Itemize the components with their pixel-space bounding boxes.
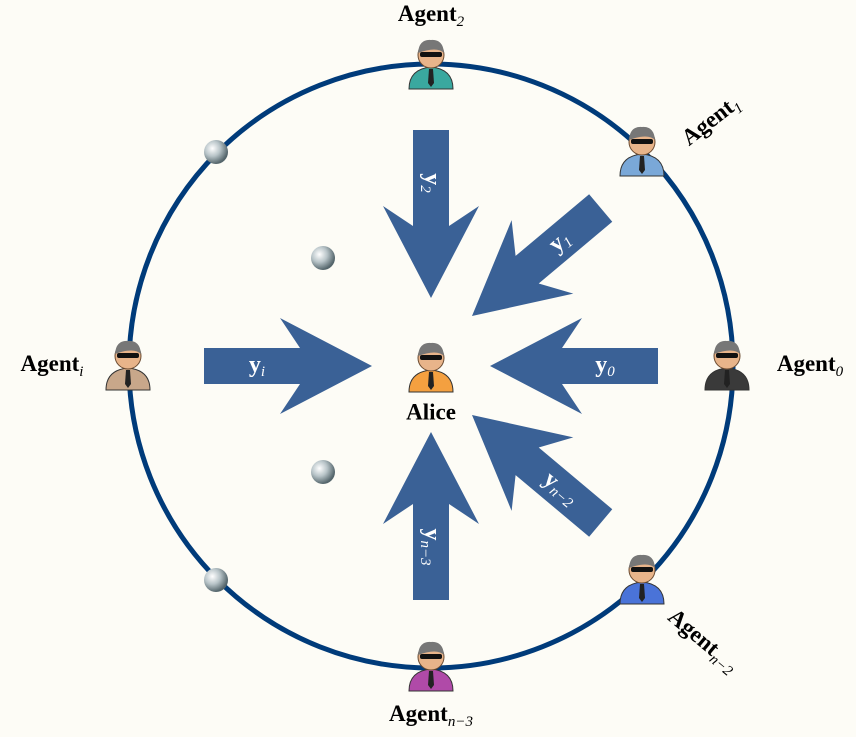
arrow-label-base: y [419, 528, 445, 540]
arrow-shape [204, 318, 372, 414]
arrow-label-subscript: i [261, 364, 265, 380]
agent-label: Agent2 [398, 1, 465, 30]
ball [204, 140, 228, 164]
arrow-label-subscript: 2 [417, 185, 433, 193]
glasses [631, 567, 653, 572]
agent-label: Agenti [21, 351, 84, 380]
agent-label: Agent0 [777, 351, 844, 380]
arrow-shape [441, 378, 631, 560]
glasses [420, 52, 442, 57]
agent-label-base: Agent [21, 351, 80, 376]
arrow-shape [383, 432, 479, 600]
arrow-label-subscript: 0 [607, 364, 615, 380]
arrow-shape [383, 130, 479, 298]
alice-label: Alice [406, 399, 456, 424]
agent-icon [106, 341, 150, 390]
alice-icon [409, 343, 453, 392]
agent-label: Agentn−3 [389, 701, 473, 730]
arrow-label-base: y [595, 352, 607, 378]
diagram: Agent2Agent1Agent0AgentiAgentn−2Agentn−3… [0, 0, 856, 737]
arrow: yi [204, 318, 372, 414]
glasses [631, 139, 653, 144]
agent-label: Agent1 [677, 90, 747, 154]
ball [204, 568, 228, 592]
arrow: yn−3 [383, 432, 479, 600]
arrow-shape [441, 171, 631, 353]
arrow-shape [490, 318, 658, 414]
ball [311, 460, 335, 484]
arrow-label-subscript: n−3 [417, 540, 433, 565]
agent-label-subscript: 2 [457, 14, 465, 30]
agent-label-base: Agent [777, 351, 836, 376]
agent-label-subscript: n−3 [448, 714, 473, 730]
glasses [117, 353, 139, 358]
arrow: yn−2 [441, 378, 631, 560]
agent-label-base: Agent [389, 701, 448, 726]
agent-label-base: Agent [677, 94, 739, 150]
glasses [420, 355, 442, 360]
arrow: y0 [490, 318, 658, 414]
arrow: y2 [383, 130, 479, 298]
agent-icon [705, 341, 749, 390]
glasses [420, 654, 442, 659]
agent-label-subscript: i [79, 364, 83, 380]
arrow-label-base: y [419, 173, 445, 185]
arrow-label-base: y [249, 352, 261, 378]
agent-label: Agentn−2 [661, 604, 744, 681]
arrow: y1 [441, 171, 631, 353]
ball [311, 246, 335, 270]
content: Agent2Agent1Agent0AgentiAgentn−2Agentn−3… [21, 1, 844, 730]
agent-label-base: Agent [398, 1, 457, 26]
agent-label-subscript: 0 [836, 364, 844, 380]
glasses [716, 353, 738, 358]
